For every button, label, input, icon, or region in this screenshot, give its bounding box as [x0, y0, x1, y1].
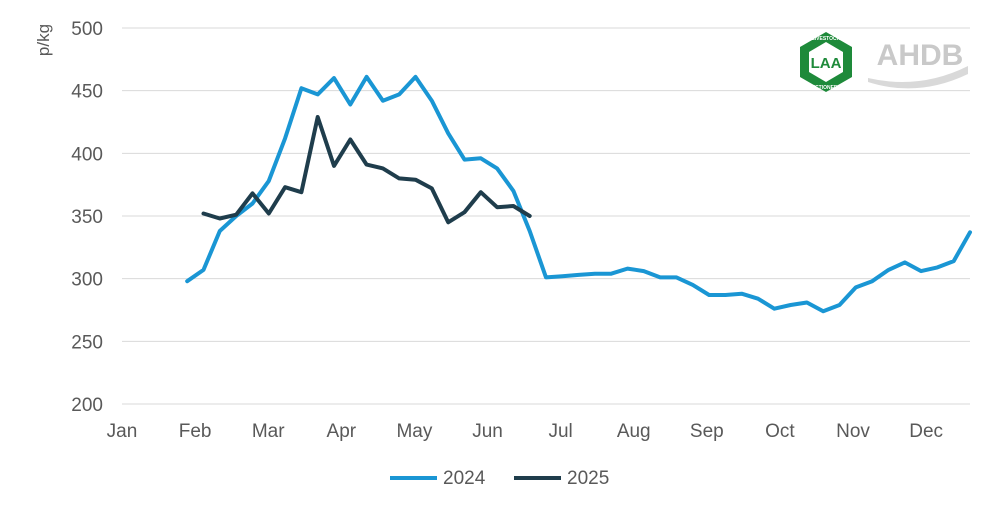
- y-tick-label-200: 200: [71, 395, 103, 416]
- x-tick-label-oct: Oct: [765, 421, 795, 442]
- x-tick-label-jul: Jul: [548, 421, 572, 442]
- x-tick-label-nov: Nov: [836, 421, 870, 442]
- y-axis-ticks: 200 250 300 350 400 450 500: [71, 19, 103, 416]
- series-line-2025: [201, 115, 532, 225]
- laa-logo-text-bottom: AUCTIONEERS: [808, 85, 845, 91]
- y-tick-label-350: 350: [71, 207, 103, 228]
- y-tick-label-250: 250: [71, 332, 103, 353]
- x-tick-label-aug: Aug: [617, 421, 651, 442]
- x-tick-label-jan: Jan: [107, 421, 138, 442]
- x-tick-label-feb: Feb: [179, 421, 212, 442]
- x-tick-label-dec: Dec: [909, 421, 943, 442]
- x-axis-ticks: Jan Feb Mar Apr May Jun Jul Aug Sep Oct Nov Dec: [107, 421, 943, 442]
- laa-logo: LAA LIVESTOCK AUCTIONEERS: [800, 32, 852, 92]
- ahdb-logo-text: AHDB: [877, 39, 964, 72]
- x-tick-label-may: May: [396, 421, 432, 442]
- laa-logo-inner: [809, 42, 843, 82]
- series-lines: [185, 74, 972, 314]
- y-tick-label-450: 450: [71, 82, 103, 103]
- y-tick-label-400: 400: [71, 144, 103, 165]
- x-tick-label-sep: Sep: [690, 421, 724, 442]
- ahdb-logo-swoosh: [868, 66, 968, 89]
- ahdb-logo: AHDB: [868, 39, 968, 89]
- laa-logo-text: LAA: [811, 55, 842, 72]
- series-line-2024: [185, 74, 972, 314]
- y-axis-title: p/kg: [34, 24, 53, 56]
- y-tick-label-500: 500: [71, 19, 103, 40]
- laa-logo-text-top: LIVESTOCK: [812, 36, 841, 42]
- y-tick-label-300: 300: [71, 270, 103, 291]
- x-tick-label-jun: Jun: [472, 421, 503, 442]
- legend: 2024 2025: [390, 468, 609, 489]
- x-tick-label-mar: Mar: [252, 421, 285, 442]
- x-tick-label-apr: Apr: [327, 421, 357, 442]
- legend-label-2025: 2025: [567, 468, 609, 489]
- legend-label-2024: 2024: [443, 468, 486, 489]
